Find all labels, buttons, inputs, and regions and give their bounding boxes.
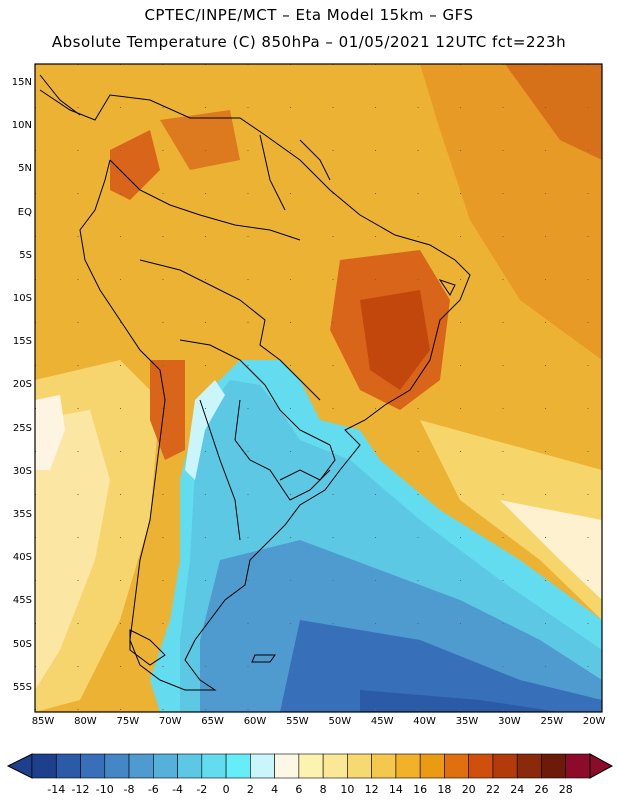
lat-label: 35S bbox=[12, 509, 32, 520]
lon-label: 45W bbox=[370, 716, 394, 727]
lon-label: 75W bbox=[116, 716, 140, 727]
colorbar-swatch bbox=[250, 753, 275, 779]
colorbar-swatch bbox=[80, 753, 106, 779]
lat-label: 40S bbox=[12, 552, 32, 564]
colorbar-label: 2 bbox=[246, 783, 254, 796]
colorbar-label: 22 bbox=[485, 783, 500, 796]
coastline bbox=[39, 74, 471, 691]
colorbar-swatch bbox=[55, 753, 81, 779]
colorbar-swatch bbox=[322, 753, 348, 779]
colorbar-label: 0 bbox=[222, 783, 230, 796]
lat-label: 50S bbox=[12, 638, 32, 650]
lon-label: 85W bbox=[31, 716, 55, 727]
lat-label: 10S bbox=[12, 293, 32, 304]
lat-label: 30S bbox=[12, 465, 32, 477]
colorbar-label: 24 bbox=[510, 783, 525, 796]
colorbar-swatch bbox=[541, 753, 567, 779]
colorbar-swatch bbox=[177, 753, 203, 779]
colorbar-label: -10 bbox=[95, 783, 114, 796]
lon-label: 80W bbox=[74, 716, 97, 727]
lon-label: 70W bbox=[158, 716, 182, 727]
lat-label: 55S bbox=[12, 681, 32, 693]
colorbar-label: -6 bbox=[147, 783, 159, 796]
lat-label: 5N bbox=[18, 163, 32, 175]
colorbar-swatch bbox=[444, 753, 469, 779]
colorbar-swatch bbox=[153, 753, 178, 779]
lon-label: 35W bbox=[455, 716, 479, 727]
colorbar-label: 20 bbox=[461, 783, 476, 796]
colorbar-swatch bbox=[565, 753, 591, 779]
colorbar-swatch bbox=[347, 753, 372, 779]
colorbar-swatch bbox=[31, 753, 57, 779]
lon-label: 20W bbox=[582, 716, 606, 727]
colorbar-label: 6 bbox=[295, 783, 303, 796]
lat-label: 5S bbox=[19, 249, 32, 261]
colorbar-label: 8 bbox=[319, 783, 327, 796]
colorbar-label: -12 bbox=[71, 783, 90, 796]
lat-label: 15S bbox=[12, 336, 32, 348]
lon-label: 30W bbox=[498, 716, 521, 727]
colorbar-swatch bbox=[371, 753, 397, 779]
colorbar-label: 28 bbox=[558, 783, 573, 796]
colorbar-swatch bbox=[225, 753, 251, 779]
colorbar-label: 16 bbox=[413, 783, 428, 796]
colorbar-label: -14 bbox=[47, 783, 66, 796]
title-line-2: Absolute Temperature (C) 850hPa – 01/05/… bbox=[51, 33, 567, 51]
colorbar-swatch bbox=[516, 753, 542, 779]
colorbar-swatch bbox=[395, 753, 421, 779]
colorbar-label: -4 bbox=[172, 783, 184, 796]
colorbar-swatch bbox=[298, 753, 324, 779]
lon-label: 40W bbox=[413, 716, 436, 727]
colorbar-label: -2 bbox=[196, 783, 208, 796]
lon-label: 50W bbox=[328, 716, 352, 727]
colorbar-label: 18 bbox=[437, 783, 452, 796]
colorbar-label: 12 bbox=[364, 783, 379, 796]
lat-label: 20S bbox=[12, 379, 32, 391]
colorbar-label: 10 bbox=[340, 783, 355, 796]
colorbar-swatch bbox=[201, 753, 227, 779]
graticule bbox=[35, 64, 602, 712]
lat-label: 15N bbox=[11, 77, 32, 88]
colorbar-arrow-left bbox=[6, 753, 33, 779]
lon-label: 25W bbox=[540, 716, 564, 727]
colorbar-label: 26 bbox=[534, 783, 549, 796]
colorbar-swatch bbox=[419, 753, 445, 779]
colorbar-swatch bbox=[468, 753, 494, 779]
lon-label: 55W bbox=[286, 716, 309, 727]
map-frame bbox=[34, 63, 603, 713]
colorbar-label: 14 bbox=[388, 783, 403, 796]
colorbar-label: -8 bbox=[123, 783, 135, 796]
lon-label: 60W bbox=[243, 716, 267, 727]
colorbar bbox=[6, 753, 614, 779]
title-line-1: CPTEC/INPE/MCT – Eta Model 15km – GFS bbox=[144, 6, 474, 24]
colorbar-label: 4 bbox=[271, 783, 279, 796]
colorbar-swatch bbox=[104, 753, 130, 779]
colorbar-swatch bbox=[274, 753, 300, 779]
colorbar-swatch bbox=[128, 753, 154, 779]
lat-label: 10N bbox=[11, 120, 32, 132]
colorbar-swatch bbox=[492, 753, 518, 779]
lat-label: EQ bbox=[17, 206, 32, 218]
lon-label: 65W bbox=[201, 716, 224, 727]
colorbar-arrow-right bbox=[589, 753, 614, 779]
lat-label: 25S bbox=[12, 422, 32, 434]
lat-label: 45S bbox=[12, 595, 32, 607]
